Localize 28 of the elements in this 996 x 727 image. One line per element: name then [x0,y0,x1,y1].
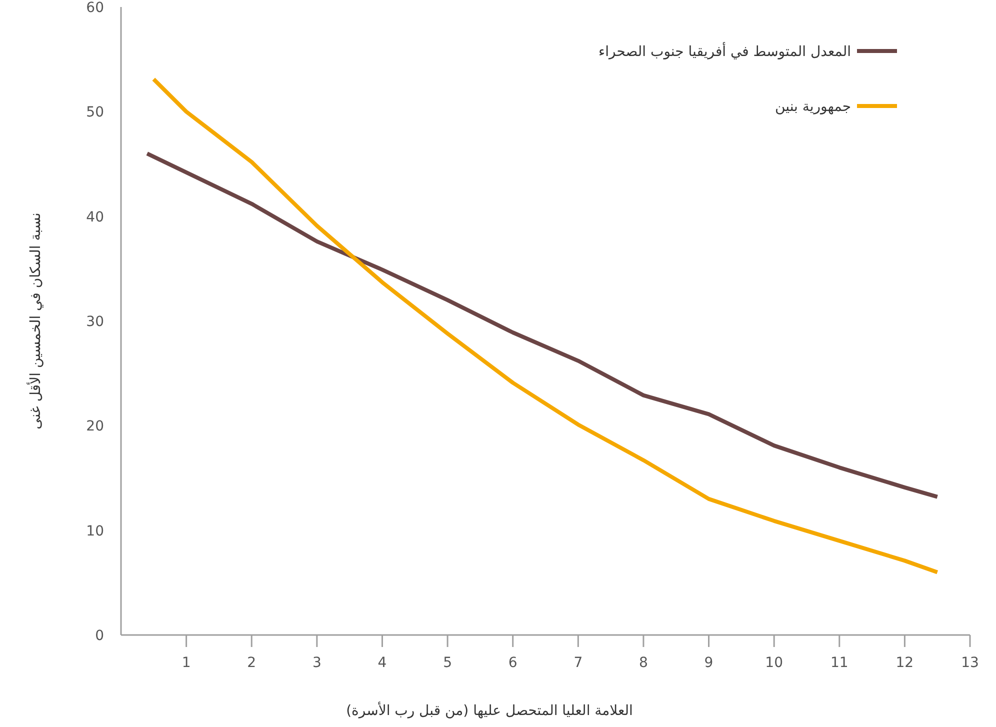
legend: المعدل المتوسط في أفريقيا جنوب الصحراء [598,44,897,60]
y-tick-label: 40 [86,209,104,226]
x-tick-label: 6 [508,655,518,671]
x-tick-label: 7 [574,655,583,671]
x-tick-label: 13 [961,655,979,671]
x-tick-label: 9 [704,655,714,671]
y-axis-title: نسبة السكان في الخمسين الأقل غنى [26,212,44,430]
x-tick-label: 5 [443,655,452,671]
y-tick-label: 50 [86,104,104,121]
y-tick-label: 60 [86,0,104,16]
x-axis-title: العلامة العليا المتحصل عليها (من قبل رب الأسرة) [346,701,633,719]
legend-label: جمهورية بنين [774,99,851,115]
x-tick-label: 11 [830,655,848,671]
y-tick-label: 20 [86,418,104,435]
y-tick-label: 30 [86,314,104,330]
line-series [152,77,940,574]
x-tick-label: 10 [765,655,783,671]
x-tick-label: 1 [182,655,191,671]
x-tick-label: 3 [312,655,322,671]
y-tick-label: 10 [86,523,104,540]
x-tick-label: 12 [896,655,914,671]
legend: جمهورية بنين [774,99,897,115]
x-tick-label: 2 [247,655,256,671]
legend-label: المعدل المتوسط في أفريقيا جنوب الصحراء [598,42,851,60]
y-tick-label: 0 [95,628,104,644]
x-tick-label: 4 [378,655,387,671]
x-tick-label: 8 [639,655,648,671]
line-series [145,152,940,499]
